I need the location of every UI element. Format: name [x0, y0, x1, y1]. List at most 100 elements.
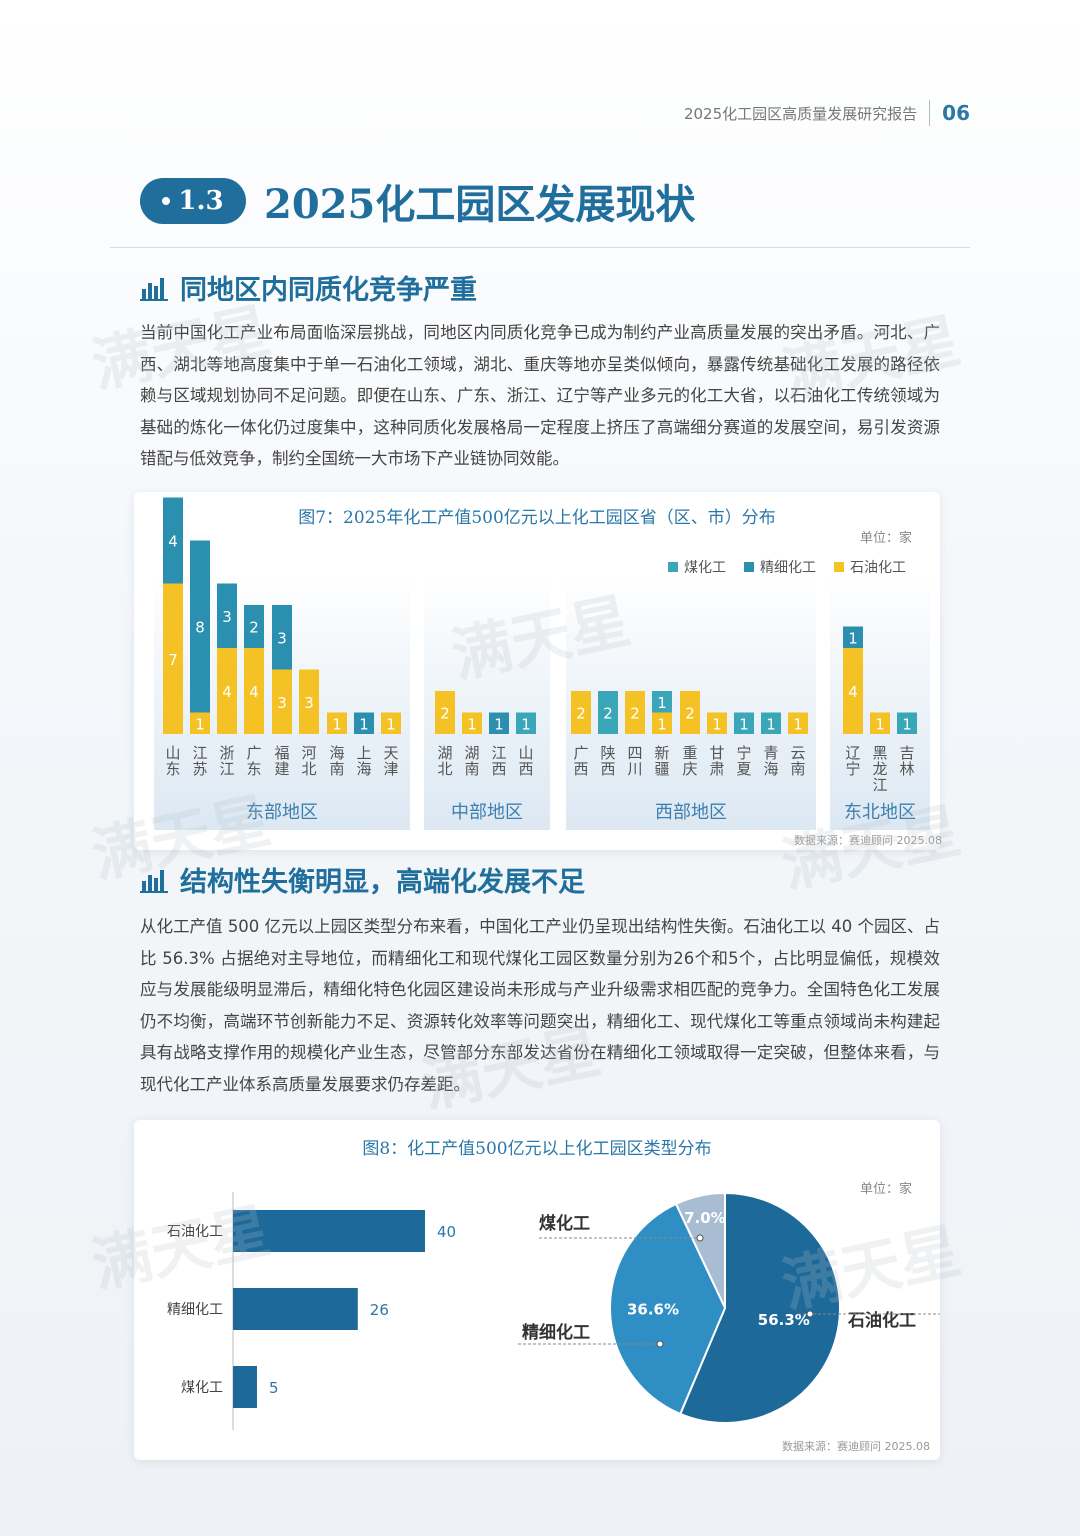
category-label: 肃 — [709, 760, 724, 778]
figure8-source: 数据来源：赛迪顾问 2025.08 — [782, 1440, 930, 1453]
category-label: 夏 — [736, 760, 751, 778]
header-divider — [929, 100, 931, 126]
bar-segment — [734, 712, 754, 734]
bar-value-label: 1 — [739, 715, 749, 733]
bar-value-label: 3 — [304, 694, 314, 712]
category-label: 四 — [627, 744, 642, 762]
category-label: 北 — [301, 760, 316, 778]
bar-segment — [761, 712, 781, 734]
bar-chart-icon — [140, 869, 168, 893]
bar-segment — [217, 583, 237, 648]
bar-segment — [489, 712, 509, 734]
category-label: 上 — [356, 744, 371, 762]
legend-swatch-coal — [668, 562, 678, 572]
bar-value-label: 4 — [222, 683, 232, 701]
category-label: 东 — [165, 760, 180, 778]
hbar — [233, 1366, 257, 1408]
section-heading: 2025化工园区发展现状 — [264, 181, 696, 228]
bar-value-label: 1 — [712, 715, 722, 733]
category-label: 湖 — [464, 744, 479, 762]
region-label-west: 西部地区 — [655, 802, 727, 823]
bar-value-label: 1 — [848, 629, 858, 647]
bar-value-label: 2 — [576, 705, 586, 723]
category-label: 龙 — [872, 760, 887, 778]
bar-value-label: 8 — [195, 619, 205, 637]
bar-value-label: 2 — [630, 705, 640, 723]
bar-segment — [652, 712, 672, 734]
bar-segment — [435, 691, 455, 734]
category-label: 黑 — [872, 744, 887, 762]
bar-chart-icon — [140, 277, 168, 301]
bar-value-label: 1 — [467, 715, 477, 733]
bar-segment — [897, 712, 917, 734]
category-label: 福 — [274, 744, 289, 762]
category-label: 北 — [437, 760, 452, 778]
category-label: 湖 — [437, 744, 452, 762]
category-label: 江 — [192, 744, 207, 762]
category-label: 津 — [383, 760, 398, 778]
section-title: 1.3 2025化工园区发展现状 — [140, 172, 695, 230]
bar-value-label: 3 — [222, 608, 232, 626]
region-label-northeast: 东北地区 — [844, 802, 916, 823]
bar-value-label: 3 — [277, 694, 287, 712]
figure8-card: 图8：化工产值500亿元以上化工园区类型分布 单位：家 石油化工 40 精细化工 26… — [134, 1120, 940, 1460]
category-label: 宁 — [845, 760, 860, 778]
category-label: 川 — [627, 760, 642, 778]
bar-value-label: 1 — [657, 715, 667, 733]
category-label: 南 — [329, 760, 344, 778]
subsection-title-1: 同地区内同质化竞争严重 — [180, 275, 477, 306]
bar-value-label: 1 — [359, 715, 369, 733]
category-label: 陕 — [600, 744, 615, 762]
category-label: 河 — [301, 744, 316, 762]
bar-segment — [462, 712, 482, 734]
bar-segment — [244, 605, 264, 648]
figure8-unit: 单位：家 — [859, 1182, 912, 1197]
bar-segment — [680, 691, 700, 734]
bullet-dot-icon — [162, 197, 171, 205]
bar-segment — [327, 712, 347, 734]
bar-value-label: 1 — [875, 715, 885, 733]
category-label: 海 — [763, 760, 778, 778]
category-label: 庆 — [682, 760, 697, 778]
subsection-heading-2: 结构性失衡明显，高端化发展不足 — [140, 860, 585, 899]
category-label: 建 — [274, 760, 289, 778]
legend-swatch-petro — [834, 562, 844, 572]
section-number-pill: 1.3 — [140, 178, 246, 224]
pie-category-label: 石油化工 — [847, 1310, 916, 1331]
category-label: 广 — [246, 744, 261, 762]
category-label: 南 — [464, 760, 479, 778]
hbar-category-label: 精细化工 — [167, 1302, 223, 1318]
category-label: 疆 — [654, 760, 669, 778]
bar-segment — [598, 691, 618, 734]
bar-segment — [163, 583, 183, 734]
section-number: 1.3 — [178, 186, 224, 216]
hbar-value-label: 5 — [269, 1379, 279, 1397]
bar-value-label: 1 — [386, 715, 396, 733]
bar-value-label: 1 — [332, 715, 342, 733]
bar-segment — [190, 540, 210, 713]
bar-segment — [707, 712, 727, 734]
category-label: 新 — [654, 744, 669, 762]
bar-value-label: 1 — [902, 715, 912, 733]
paragraph-1: 当前中国化工产业布局面临深层挑战，同地区内同质化竞争已成为制约产业高质量发展的突… — [140, 323, 940, 469]
leader-dot — [806, 1310, 814, 1318]
bar-segment — [625, 691, 645, 734]
subsection-title-2: 结构性失衡明显，高端化发展不足 — [180, 867, 585, 898]
hbar — [233, 1288, 358, 1330]
bar-value-label: 1 — [494, 715, 504, 733]
category-label: 海 — [356, 760, 371, 778]
category-label: 广 — [573, 744, 588, 762]
bar-segment — [217, 648, 237, 734]
category-label: 西 — [518, 760, 533, 778]
bar-value-label: 1 — [766, 715, 776, 733]
bar-value-label: 4 — [168, 533, 178, 551]
leader-dot — [656, 1340, 664, 1348]
bar-segment — [652, 691, 672, 713]
region-label-east: 东部地区 — [246, 802, 318, 823]
category-label: 吉 — [899, 744, 914, 762]
bar-value-label: 4 — [249, 683, 259, 701]
bar-segment — [843, 626, 863, 648]
bar-segment — [272, 669, 292, 734]
category-label: 辽 — [845, 744, 860, 762]
